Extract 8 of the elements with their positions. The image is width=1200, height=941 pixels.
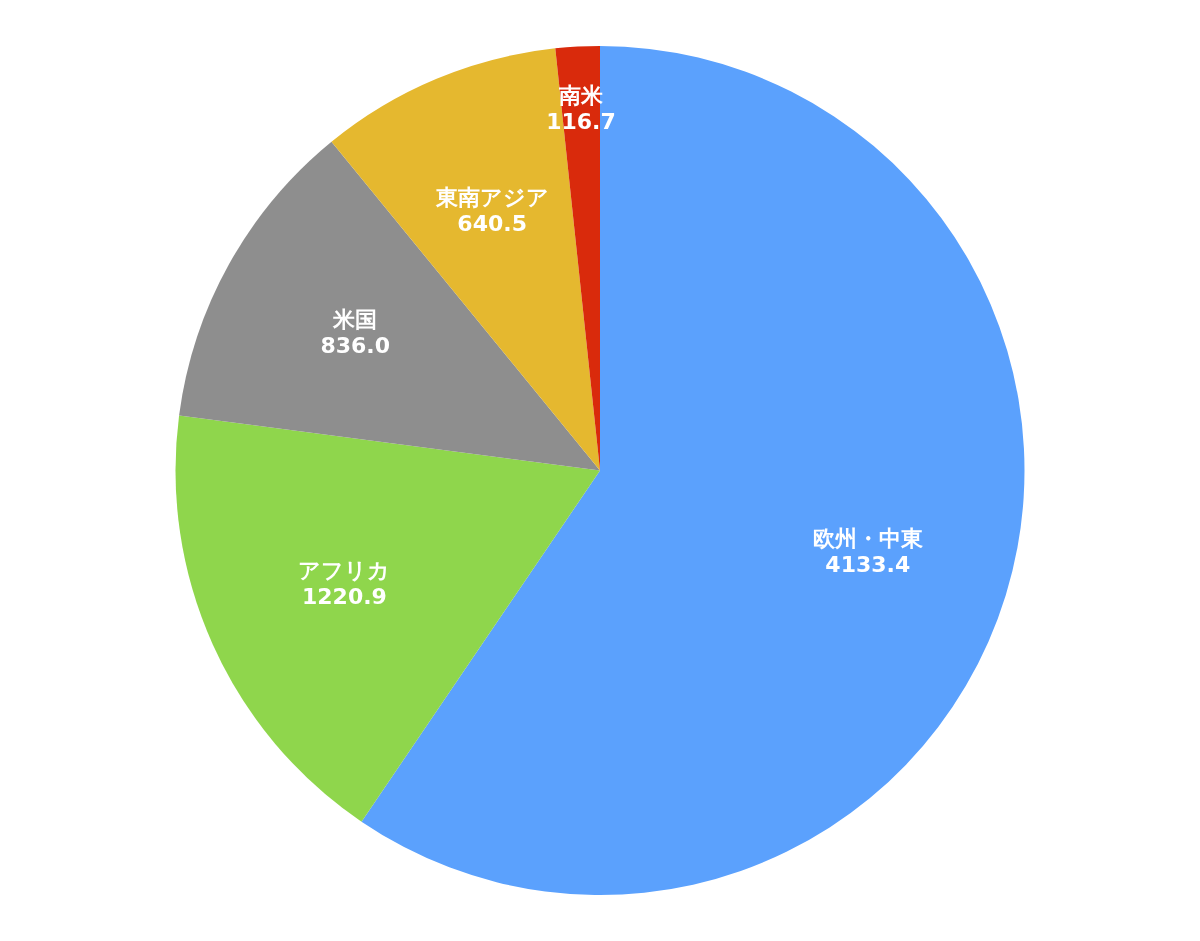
data-label: 4133.4	[825, 551, 911, 577]
slice-label: 欧州・中東	[812, 525, 923, 551]
slice-label: 米国	[332, 306, 378, 332]
data-label: 1220.9	[301, 584, 387, 610]
slice-label: アフリカ	[298, 558, 391, 584]
data-label: 836.0	[320, 332, 390, 358]
slice-label: 東南アジア	[434, 184, 549, 210]
data-label: 640.5	[457, 210, 527, 236]
